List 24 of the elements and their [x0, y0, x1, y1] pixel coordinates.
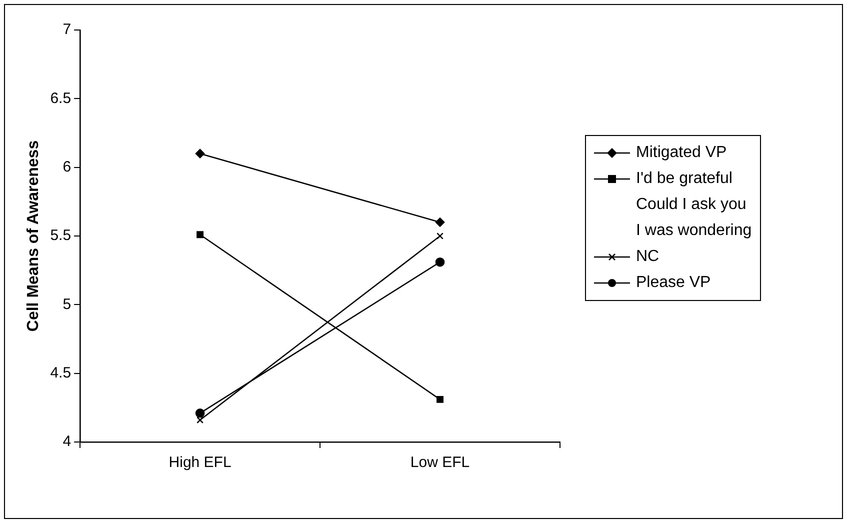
y-tick-label: 6: [62, 158, 72, 176]
text: I was wondering: [636, 222, 752, 240]
point: [435, 257, 445, 267]
y-tick-label: 4: [62, 433, 72, 450]
y-axis-title: Cell Means of Awareness: [25, 140, 42, 332]
point: [436, 232, 444, 240]
legend-label: Mitigated VP: [636, 144, 727, 162]
y-tick-label: 7: [62, 21, 72, 38]
point: [196, 231, 204, 238]
x-tick-label: Low EFL: [410, 454, 470, 472]
legend-label: Please VP: [636, 274, 711, 292]
text: Could I ask you: [636, 196, 746, 214]
point: [196, 416, 204, 424]
x-tick-label: High EFL: [168, 454, 232, 472]
legend-label: I'd be grateful: [636, 170, 732, 188]
point: [435, 218, 445, 227]
point: [195, 148, 205, 158]
y-tick-label: 5.5: [50, 227, 72, 244]
y-tick-label: 5: [62, 296, 72, 313]
legend-label: NC: [636, 248, 660, 266]
y-tick-label: 4.5: [50, 364, 72, 382]
point: [436, 396, 444, 403]
point: [195, 408, 205, 418]
y-tick-label: 6.5: [50, 90, 72, 107]
